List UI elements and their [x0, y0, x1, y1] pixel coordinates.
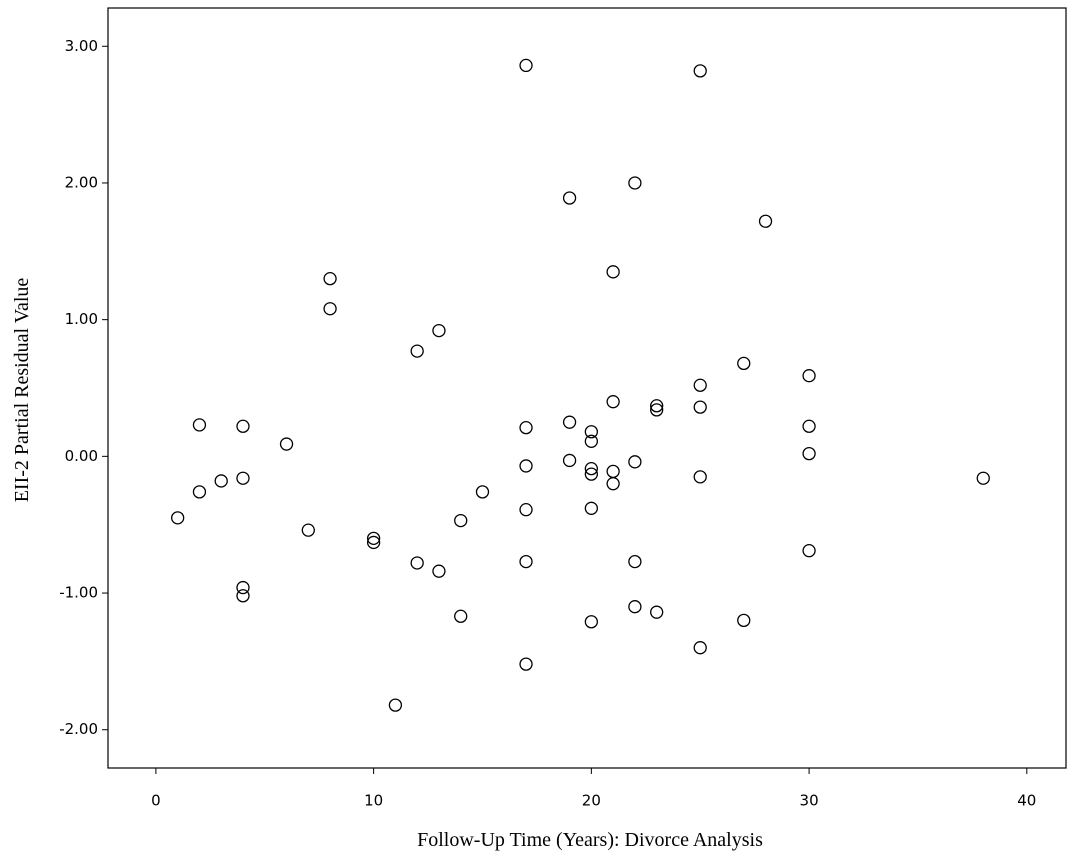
- point: [279, 437, 294, 451]
- point: [737, 356, 751, 371]
- y-axis-title: EII-2 Partial Residual Value: [11, 278, 33, 503]
- point: [693, 470, 707, 484]
- point: [693, 64, 707, 78]
- x-tick-label: 30: [800, 792, 819, 810]
- point: [650, 403, 664, 417]
- point: [410, 344, 424, 358]
- point: [236, 419, 250, 433]
- y-tick-label: -2.00: [59, 720, 98, 738]
- point: [236, 471, 250, 485]
- point: [454, 513, 468, 528]
- point: [650, 605, 664, 619]
- point: [737, 613, 751, 628]
- point: [802, 446, 816, 461]
- point: [519, 554, 533, 569]
- point: [628, 600, 642, 614]
- point: [410, 556, 424, 570]
- point: [388, 698, 403, 712]
- point: [366, 531, 381, 546]
- point: [758, 214, 773, 228]
- point: [519, 503, 533, 517]
- point: [192, 485, 207, 499]
- point: [519, 459, 533, 473]
- point: [606, 265, 620, 279]
- point: [475, 485, 490, 499]
- point: [802, 369, 816, 383]
- point: [562, 415, 577, 429]
- point: [236, 580, 250, 595]
- y-tick-label: 2.00: [65, 173, 98, 191]
- point: [301, 523, 315, 537]
- x-tick-label: 40: [1017, 792, 1036, 810]
- point: [606, 477, 620, 491]
- point: [236, 589, 250, 603]
- point: [562, 191, 577, 205]
- point: [323, 271, 337, 286]
- x-axis-title: Follow-Up Time (Years): Divorce Analysis: [417, 829, 763, 851]
- point: [519, 657, 533, 671]
- point: [693, 641, 707, 655]
- point: [802, 544, 816, 558]
- point: [976, 471, 990, 485]
- y-tick-label: 3.00: [65, 37, 98, 55]
- point: [606, 395, 620, 409]
- x-tick-label: 0: [151, 792, 161, 810]
- point: [366, 535, 381, 550]
- x-tick-label: 10: [364, 792, 383, 810]
- point: [693, 400, 707, 414]
- point: [562, 453, 577, 468]
- y-tick-label: -1.00: [59, 584, 98, 602]
- point: [628, 176, 642, 190]
- point: [584, 615, 599, 629]
- point: [323, 302, 337, 316]
- point: [693, 378, 707, 392]
- point: [628, 554, 642, 569]
- point: [584, 467, 599, 481]
- point: [454, 609, 468, 623]
- x-tick-label: 20: [582, 792, 601, 810]
- point: [519, 58, 533, 73]
- point: [519, 420, 533, 435]
- plot-frame: [107, 7, 1067, 769]
- point: [584, 461, 599, 476]
- point: [802, 419, 816, 433]
- point: [650, 399, 664, 413]
- point: [584, 501, 599, 515]
- point: [628, 455, 642, 469]
- point: [171, 511, 185, 525]
- point: [432, 564, 446, 578]
- point: [432, 323, 446, 338]
- y-tick-label: 0.00: [65, 447, 98, 465]
- point: [584, 434, 599, 448]
- point: [584, 425, 599, 439]
- point: [214, 474, 228, 488]
- point: [192, 418, 207, 432]
- y-tick-label: 1.00: [65, 310, 98, 328]
